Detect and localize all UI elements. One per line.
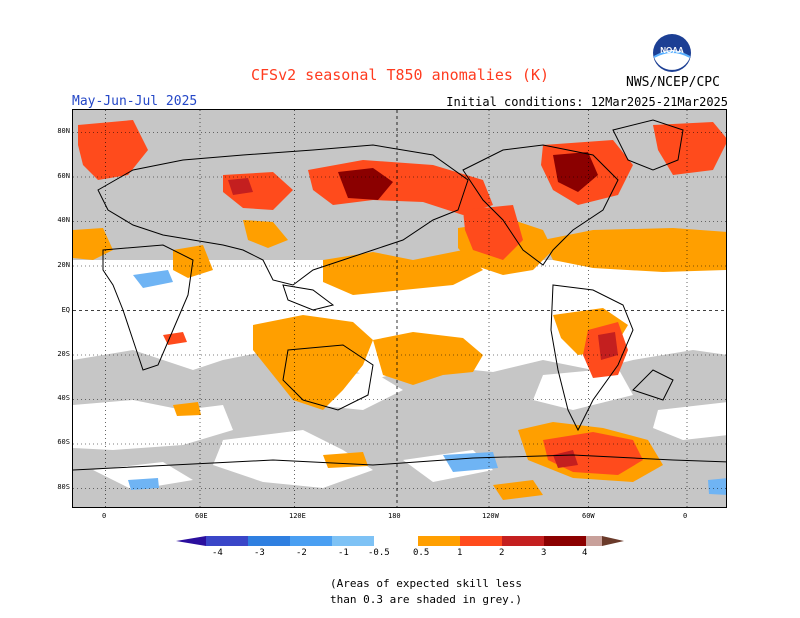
anomaly-pacific-orange: [323, 250, 483, 295]
lon-label: 120W: [482, 512, 499, 520]
lat-label: 60N: [57, 172, 70, 180]
colorbar-seg: [332, 536, 374, 546]
logo-text: NOAA: [660, 46, 684, 55]
colorbar-label: 3: [541, 548, 547, 558]
colorbar-label: -0.5: [368, 548, 390, 558]
colorbar-label: 0.5: [413, 548, 430, 558]
colorbar-seg: [374, 536, 418, 546]
anomaly-negative-blue: [133, 270, 173, 288]
lon-label: 0: [683, 512, 688, 520]
colorbar-end-low: [176, 536, 206, 546]
colorbar: [176, 536, 624, 546]
initial-conditions: Initial conditions: 12Mar2025-21Mar2025: [446, 95, 728, 109]
colorbar-seg: [460, 536, 502, 546]
colorbar-label: 2: [499, 548, 505, 558]
anomaly-australia-orange: [253, 315, 373, 410]
footnote-line-2: than 0.3 are shaded in grey.): [330, 593, 523, 606]
lat-label: 20S: [57, 350, 70, 358]
anomaly-europe-red: [78, 120, 148, 180]
lat-label: 40N: [57, 216, 70, 224]
skill-footnote: (Areas of expected skill less than 0.3 a…: [330, 576, 522, 608]
lat-label: 40S: [57, 394, 70, 402]
graticule: [73, 110, 726, 507]
colorbar-end-high: [602, 536, 624, 546]
coastlines: [73, 119, 726, 471]
lon-label: 180: [388, 512, 401, 520]
colorbar-label: -3: [254, 548, 265, 558]
lon-label: 60E: [195, 512, 208, 520]
colorbar-seg: [502, 536, 544, 546]
colorbar-label: -1: [338, 548, 349, 558]
noaa-logo-icon: NOAA: [653, 34, 691, 72]
chart-title: CFSv2 seasonal T850 anomalies (K): [250, 66, 549, 84]
agency-label: NWS/NCEP/CPC: [626, 75, 720, 90]
lat-label: 80N: [57, 127, 70, 135]
lon-label: 120E: [289, 512, 306, 520]
colorbar-seg: [290, 536, 332, 546]
lon-label: 60W: [582, 512, 595, 520]
colorbar-label: -4: [212, 548, 223, 558]
lat-label: 80S: [57, 483, 70, 491]
colorbar-seg: [206, 536, 248, 546]
colorbar-seg: [544, 536, 586, 546]
lat-label: 60S: [57, 438, 70, 446]
colorbar-label: 4: [582, 548, 588, 558]
lat-label: EQ: [61, 306, 70, 314]
colorbar-seg: [248, 536, 290, 546]
footnote-line-1: (Areas of expected skill less: [330, 577, 523, 590]
lon-label: 0: [102, 512, 107, 520]
colorbar-seg: [418, 536, 460, 546]
map-canvas: [73, 110, 726, 507]
colorbar-label: 1: [457, 548, 463, 558]
forecast-period: May-Jun-Jul 2025: [72, 94, 198, 109]
colorbar-label: -2: [296, 548, 307, 558]
anomaly-map: [72, 109, 727, 508]
anomaly-siberia-darkred: [338, 168, 393, 200]
lat-label: 20N: [57, 261, 70, 269]
